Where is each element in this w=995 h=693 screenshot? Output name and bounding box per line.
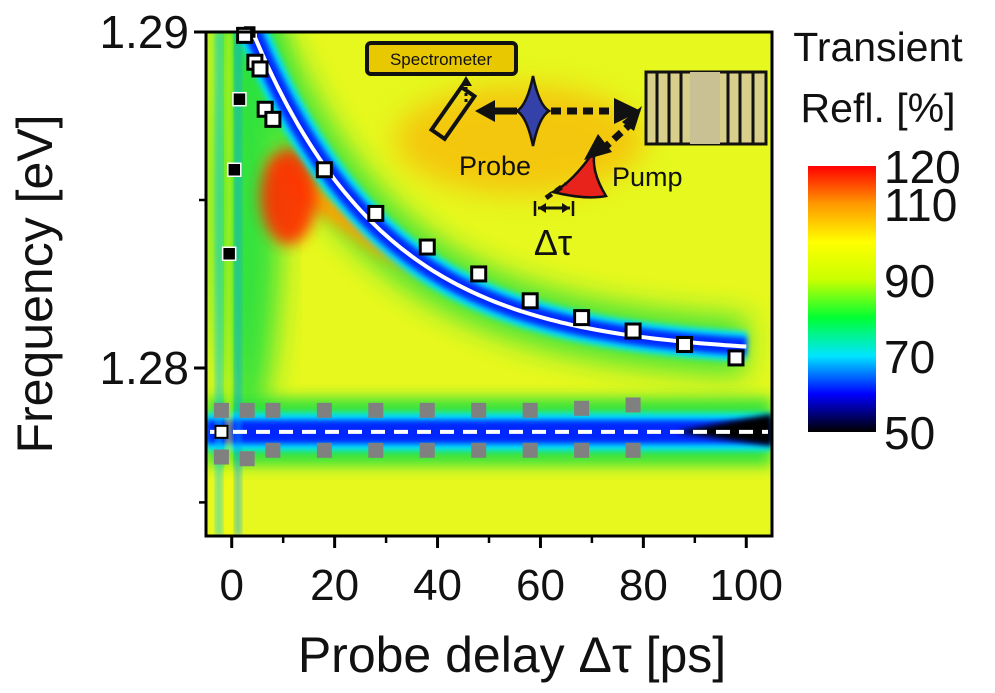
marker-grey-upper-branch-1 xyxy=(239,402,255,418)
marker-white-filled-black-edge-13 xyxy=(727,349,745,367)
pump-arrowhead-top-icon xyxy=(622,106,642,131)
spectrometer-box xyxy=(365,41,518,76)
marker-grey-upper-branch-2 xyxy=(265,402,281,418)
marker-grey-lower-branch-5 xyxy=(419,442,435,458)
marker-grey-upper-branch-6 xyxy=(471,402,487,418)
marker-white-filled-black-edge-9 xyxy=(521,292,539,310)
colorbar-tick-label: 110 xyxy=(884,179,957,231)
pump-arrowhead-icon xyxy=(584,134,612,160)
heatmap-red-lobe xyxy=(260,148,317,245)
pump-label: Pump xyxy=(612,162,683,192)
delay-bracket-icon xyxy=(533,201,575,216)
y-axis-label: Frequency [eV] xyxy=(7,114,63,453)
colorbar-title-line1: Transient xyxy=(793,24,963,70)
marker-white-filled-black-edge-2 xyxy=(251,60,269,78)
setup-schematic-inset: Spectrometer Probe Pump Δτ xyxy=(365,41,768,263)
x-tick-label: 80 xyxy=(619,561,668,610)
heatmap-ripple-0 xyxy=(215,32,222,536)
marker-black-filled-2 xyxy=(232,91,247,107)
arrowhead-right-icon xyxy=(614,98,641,124)
marker-white-filled-black-edge-4 xyxy=(264,110,282,128)
arrowhead-up-icon xyxy=(460,76,472,86)
x-tick-label: 0 xyxy=(219,561,243,610)
marker-grey-upper-branch-3 xyxy=(316,402,332,418)
marker-grey-lower-branch-9 xyxy=(625,442,641,458)
marker-white-filled-black-edge-6 xyxy=(367,204,385,222)
colorbar-bar xyxy=(808,166,876,432)
sample-structure-icon xyxy=(644,70,768,146)
pump-beam-line-lower xyxy=(544,181,568,201)
axes: 0 20 40 60 80 100 1.28 1.29 xyxy=(99,6,783,610)
marker-black-filled-1 xyxy=(227,162,242,178)
heatmap-ripple-2 xyxy=(234,32,241,536)
pump-pulse-icon xyxy=(549,149,609,199)
y-tick-label: 1.28 xyxy=(99,342,189,394)
marker-white-filled-black-edge-11 xyxy=(624,322,642,340)
colorbar-title-line2: Refl. [%] xyxy=(801,85,956,131)
x-tick-label: 40 xyxy=(413,561,462,610)
marker-grey-lower-branch-7 xyxy=(522,442,538,458)
spectrometer-label: Spectrometer xyxy=(390,50,492,69)
marker-grey-upper-branch-5 xyxy=(419,402,435,418)
x-axis-label: Probe delay Δτ [ps] xyxy=(298,627,726,683)
marker-grey-upper-branch-0 xyxy=(213,402,229,418)
x-tick-label: 20 xyxy=(310,561,359,610)
marker-grey-upper-branch-8 xyxy=(574,400,590,416)
delay-label: Δτ xyxy=(534,222,572,263)
marker-white-filled-black-edge-0 xyxy=(236,26,254,44)
reflected-probe-arrow-icon xyxy=(475,100,495,122)
marker-grey-lower-branch-6 xyxy=(471,442,487,458)
marker-black-filled-0 xyxy=(221,246,237,262)
detector-slit-icon xyxy=(428,84,478,142)
marker-grey-lower-branch-3 xyxy=(316,442,332,458)
marker-white-center-line-0 xyxy=(214,424,229,439)
marker-grey-upper-branch-7 xyxy=(522,402,538,418)
colorbar-tick-label: 120 xyxy=(884,141,961,193)
marker-white-filled-black-edge-8 xyxy=(470,265,488,283)
marker-grey-lower-branch-2 xyxy=(265,442,281,458)
marker-grey-lower-branch-1 xyxy=(239,451,255,467)
marker-white-filled-black-edge-12 xyxy=(676,335,694,353)
x-tick-label: 60 xyxy=(516,561,565,610)
marker-grey-lower-branch-8 xyxy=(574,442,590,458)
colorbar-tick-label: 70 xyxy=(884,331,935,383)
probe-pulse-icon xyxy=(514,75,552,147)
heatmap-ripple-1 xyxy=(226,32,233,536)
x-tick-label: 100 xyxy=(710,561,783,610)
colorbar-tick-label: 50 xyxy=(884,407,935,459)
probe-label: Probe xyxy=(459,151,531,181)
marker-grey-lower-branch-4 xyxy=(368,442,384,458)
marker-white-filled-black-edge-10 xyxy=(573,309,591,327)
y-tick-label: 1.29 xyxy=(99,6,189,58)
marker-grey-lower-branch-0 xyxy=(213,449,229,465)
marker-grey-upper-branch-4 xyxy=(368,402,384,418)
marker-white-filled-black-edge-5 xyxy=(315,161,333,179)
marker-grey-upper-branch-9 xyxy=(625,397,641,413)
colorbar-tick-label: 90 xyxy=(884,255,935,307)
marker-white-filled-black-edge-7 xyxy=(418,238,436,256)
